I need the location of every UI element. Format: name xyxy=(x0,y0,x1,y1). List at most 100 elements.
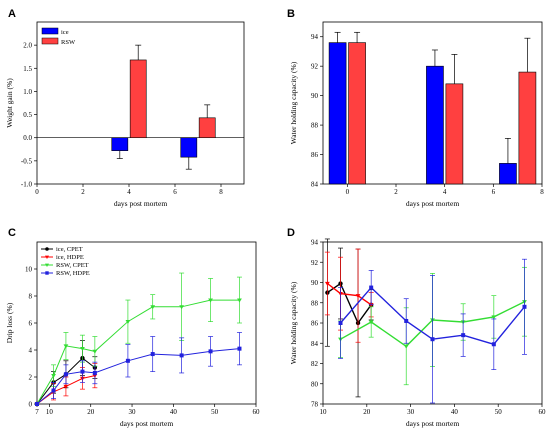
panel-d-x-tick-label: 60 xyxy=(539,408,547,416)
panel-c-y-tick-label: 0 xyxy=(29,401,33,409)
panel-a-legend-swatch xyxy=(41,27,59,35)
panel-c-marker xyxy=(125,358,130,363)
panel-c-x-tick-label: 20 xyxy=(87,408,95,416)
panel-b-bar xyxy=(328,42,347,185)
panel-d-y-tick-label: 82 xyxy=(311,360,319,368)
panel-a-bar xyxy=(129,59,147,139)
panel-c-marker xyxy=(125,320,131,325)
panel-a-legend-label: RSW xyxy=(61,39,76,46)
panel-c-x-tick-label: 7 xyxy=(35,408,39,416)
panel-d-marker xyxy=(368,303,374,308)
panel-c-legend-label: ice, HDPE xyxy=(56,254,84,261)
panel-b: B 0 2 4 6 8 84 86 88 90 92 94 days post mortem Water … xyxy=(287,8,544,208)
panel-c-marker xyxy=(150,352,155,357)
panel-c-marker xyxy=(35,402,39,406)
panel-a-y-tick-label: 0.5 xyxy=(23,111,32,119)
panel-a-y-axis-label: Weight gain (%) xyxy=(5,78,14,128)
panel-d-marker xyxy=(491,315,497,320)
panel-c-series-line xyxy=(36,348,240,405)
panel-a-x-axis-label: days post mortem xyxy=(114,199,167,208)
panel-d-marker xyxy=(403,344,409,349)
panel-d-x-axis-label: days post mortem xyxy=(406,419,459,428)
panel-c-y-axis-label: Drip loss (%) xyxy=(5,302,14,343)
panel-d-x-tick-label: 50 xyxy=(495,408,503,416)
panel-a-y-tick-label: 1.0 xyxy=(23,88,32,96)
panel-a-y-tick-label: 1.5 xyxy=(23,65,32,73)
panel-c-x-tick-label: 50 xyxy=(211,408,219,416)
panel-d-series-line xyxy=(326,282,372,306)
panel-b-bar xyxy=(426,65,444,185)
panel-d-x-tick-label: 20 xyxy=(363,408,371,416)
panel-d-marker xyxy=(430,337,435,342)
panel-c-label: C xyxy=(8,227,16,239)
panel-d-x-tick-label: 40 xyxy=(451,408,459,416)
panel-c-marker xyxy=(179,353,184,358)
panel-a-y-tick-label: 2.0 xyxy=(23,42,32,50)
panel-d-label: D xyxy=(287,227,295,239)
panel-c-marker xyxy=(80,347,85,352)
panel-b-x-tick-label: 0 xyxy=(346,188,350,196)
panel-c-series-line xyxy=(36,299,240,405)
panel-c-x-tick-label: 10 xyxy=(46,408,54,416)
panel-d-y-tick-label: 90 xyxy=(311,279,319,287)
panel-a-bar xyxy=(111,137,129,151)
panel-c-legend-marker xyxy=(45,247,49,251)
panel-c-x-axis-label: days post mortem xyxy=(120,419,173,428)
panel-d-y-tick-label: 94 xyxy=(311,239,319,247)
panel-b-y-axis-label: Water holding capacity (%) xyxy=(289,61,298,144)
panel-a-x-tick-label: 8 xyxy=(219,188,223,196)
panel-b-label: B xyxy=(287,8,295,20)
panel-d-y-tick-label: 92 xyxy=(311,259,319,267)
panel-a-x-tick-label: 2 xyxy=(81,188,85,196)
panel-c-legend-marker xyxy=(45,263,49,267)
panel-c-y-tick-label: 8 xyxy=(29,293,33,301)
panel-c-legend-label: RSW, HDPE xyxy=(56,270,90,277)
panel-d-y-tick-label: 78 xyxy=(311,401,319,409)
panel-d-y-tick-label: 88 xyxy=(311,299,319,307)
panel-c: C 7 10 20 30 40 50 60 0 2 4 6 8 10 days post mortem Dri… xyxy=(5,227,260,428)
panel-a-y-tick-label: -1.0 xyxy=(21,181,33,189)
panel-d-marker xyxy=(324,281,330,286)
panel-a: A 0 2 4 6 8 -1.0 -0.5 0.0 0.5 1.0 1.5 2.0 days post m… xyxy=(5,8,245,208)
panel-c-marker xyxy=(63,344,69,349)
panel-a-legend-swatch xyxy=(41,37,59,45)
panel-c-legend-marker xyxy=(45,255,49,259)
panel-c-y-tick-label: 6 xyxy=(29,320,33,328)
panel-b-y-tick-label: 90 xyxy=(311,92,319,100)
panel-a-bar xyxy=(198,117,216,139)
panel-c-marker xyxy=(237,346,242,351)
panel-c-marker xyxy=(179,305,185,310)
panel-c-marker xyxy=(92,370,97,375)
panel-a-y-tick-label: 0.0 xyxy=(23,134,32,142)
panel-d-marker xyxy=(461,333,466,338)
panel-b-y-tick-label: 88 xyxy=(311,122,319,130)
panel-b-x-tick-label: 8 xyxy=(540,188,544,196)
panel-d-x-tick-label: 10 xyxy=(320,408,328,416)
panel-d-y-tick-label: 86 xyxy=(311,320,319,328)
panel-c-marker xyxy=(51,374,56,379)
panel-c-marker xyxy=(150,305,156,310)
panel-b-y-tick-label: 94 xyxy=(311,33,319,41)
panel-d-marker xyxy=(338,321,343,325)
panel-d-y-axis-label: Water holding capacity (%) xyxy=(289,281,298,364)
panel-c-marker xyxy=(63,372,68,377)
panel-c-marker xyxy=(237,298,242,303)
panel-b-x-axis-label: days post mortem xyxy=(406,199,459,208)
panel-c-y-tick-label: 2 xyxy=(29,374,33,382)
panel-d-marker xyxy=(355,294,361,299)
panel-a-y-tick-label: -0.5 xyxy=(21,157,33,165)
panel-b-y-tick-label: 92 xyxy=(311,63,319,71)
panel-c-marker xyxy=(51,388,56,393)
panel-c-marker xyxy=(63,384,69,389)
panel-b-bar xyxy=(518,71,537,185)
panel-c-x-tick-label: 40 xyxy=(170,408,178,416)
panel-c-y-tick-label: 4 xyxy=(29,347,33,355)
panel-c-y-tick-label: 10 xyxy=(25,266,33,274)
panel-c-legend-label: ice, CPET xyxy=(56,246,83,253)
panel-c-marker xyxy=(80,369,85,374)
panel-d-x-tick-label: 30 xyxy=(407,408,415,416)
panel-a-legend-label: ice xyxy=(61,29,69,36)
panel-b-bar xyxy=(348,42,366,185)
panel-c-marker xyxy=(208,349,213,354)
